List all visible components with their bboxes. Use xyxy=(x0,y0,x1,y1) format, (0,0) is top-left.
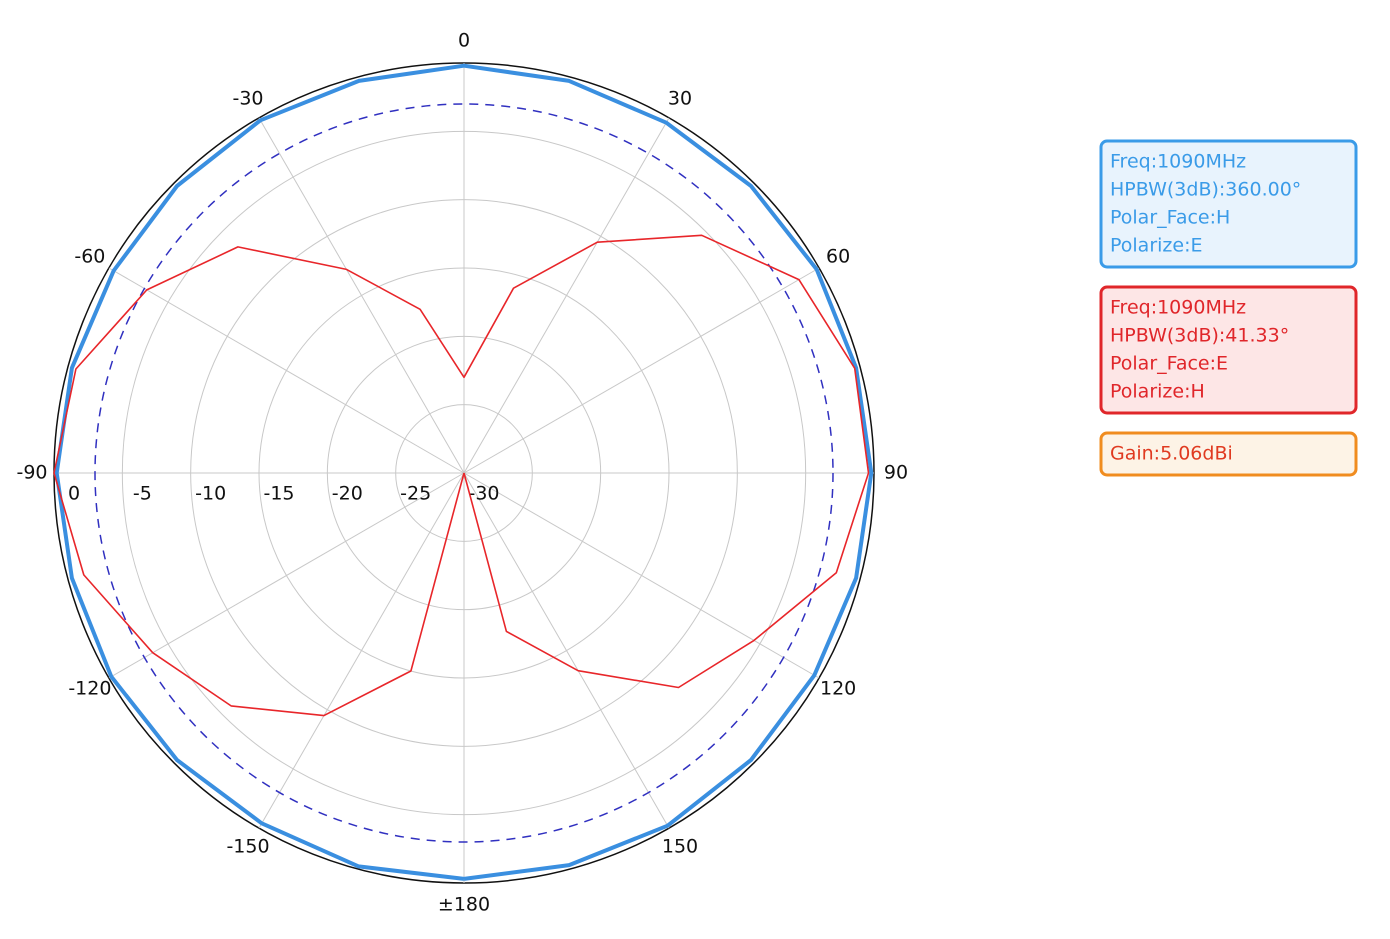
radial-tick-label: -25 xyxy=(400,483,431,505)
info-text: Polar_Face:E xyxy=(1110,353,1228,375)
series-line xyxy=(54,63,874,881)
angle-tick-label: -120 xyxy=(68,678,111,700)
info-text: Polarize:E xyxy=(1110,235,1203,257)
info-box: Freq:1090MHz HPBW(3dB):360.00° Polar_Face:… xyxy=(1099,139,1358,269)
angle-tick-label: 90 xyxy=(884,462,908,484)
info-text: HPBW(3dB):360.00° xyxy=(1110,179,1301,201)
angle-tick-label: 30 xyxy=(668,87,692,109)
grid-spoke xyxy=(258,117,465,474)
radial-tick-label: 0 xyxy=(68,483,80,505)
angle-tick-label: -60 xyxy=(74,246,105,268)
angle-tick-label: 150 xyxy=(662,836,698,858)
info-box-frame xyxy=(1099,431,1358,477)
info-text: Freq:1090MHz xyxy=(1110,297,1246,319)
info-text: Gain:5.06dBi xyxy=(1110,443,1233,465)
info-box: Freq:1090MHz HPBW(3dB):41.33° Polar_Face:E… xyxy=(1099,285,1358,415)
info-box: Gain:5.06dBi xyxy=(1099,431,1358,477)
grid-spoke xyxy=(463,472,670,829)
angle-tick-label: 120 xyxy=(820,678,856,700)
grid-spoke xyxy=(258,472,465,829)
angle-tick-label: -150 xyxy=(226,836,269,858)
angle-tick-label: -30 xyxy=(232,87,263,109)
reference-circle xyxy=(94,103,834,843)
info-text: Polarize:H xyxy=(1110,381,1205,403)
radial-tick-label: -15 xyxy=(263,483,294,505)
angle-tick-label: 60 xyxy=(826,246,850,268)
angle-tick-label: 0 xyxy=(458,30,470,52)
info-text: Freq:1090MHz xyxy=(1110,151,1246,173)
radial-tick-label: -5 xyxy=(133,483,152,505)
info-box-frame xyxy=(1099,285,1358,415)
radial-tick-label: -30 xyxy=(468,483,499,505)
grid-spoke xyxy=(108,267,465,474)
info-text: Polar_Face:H xyxy=(1110,207,1230,229)
grid-spoke xyxy=(108,472,465,679)
info-text: HPBW(3dB):41.33° xyxy=(1110,325,1289,347)
radial-tick-label: -10 xyxy=(195,483,226,505)
grid-spoke xyxy=(463,267,820,474)
series-line xyxy=(53,234,870,717)
radial-tick-label: -20 xyxy=(332,483,363,505)
angle-tick-label: ±180 xyxy=(438,894,490,916)
grid-spoke xyxy=(463,472,820,679)
info-box-frame xyxy=(1099,139,1358,269)
grid-spoke xyxy=(463,117,670,474)
angle-tick-label: -90 xyxy=(16,462,47,484)
